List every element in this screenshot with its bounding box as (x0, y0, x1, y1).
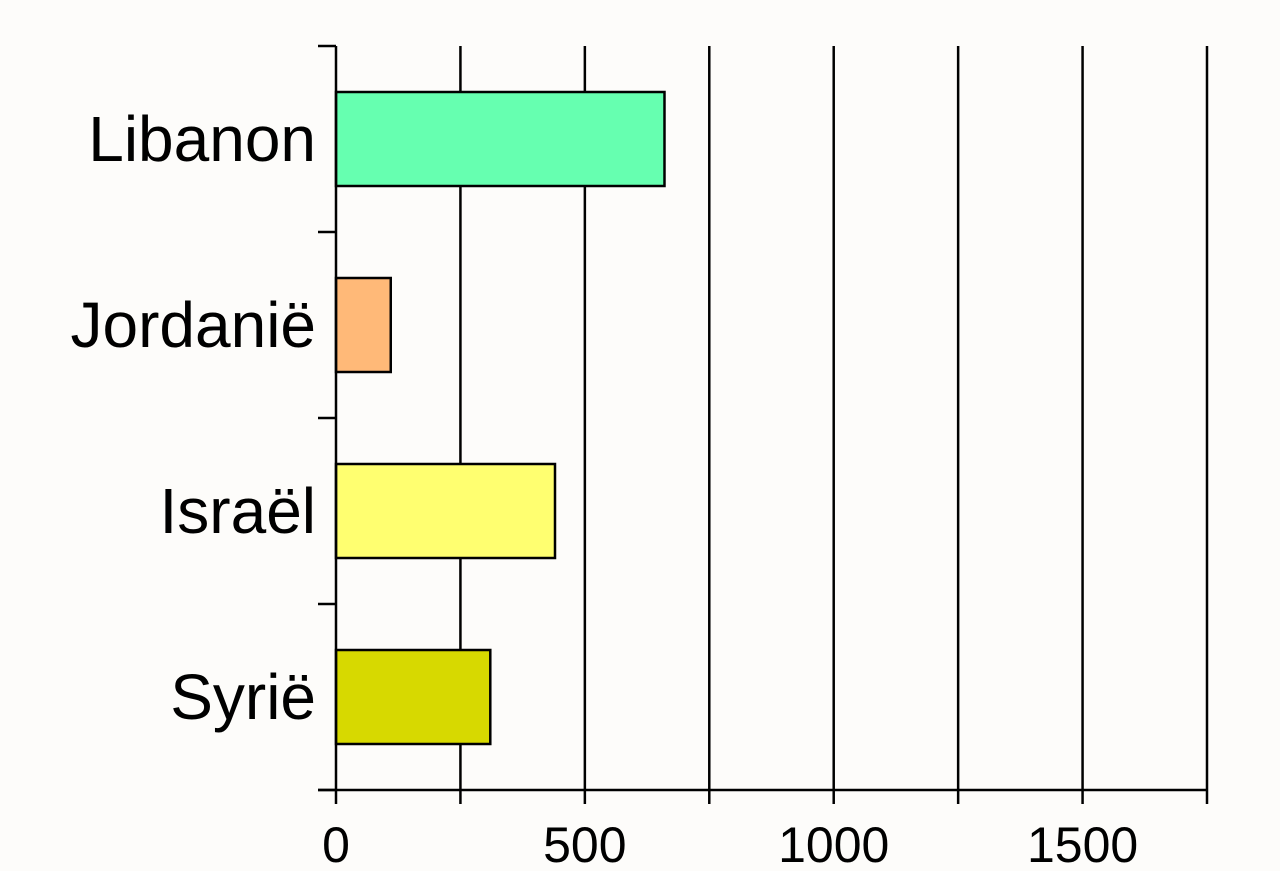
labels: Libanon Jordanië Israël Syrië 0 500 1000 1500 (71, 103, 1139, 871)
x-tick-label: 500 (543, 817, 626, 871)
axes (318, 44, 1209, 804)
category-label: Jordanië (71, 289, 317, 361)
bar (334, 648, 492, 746)
x-tick-label: 0 (322, 817, 350, 871)
category-label: Libanon (88, 103, 316, 175)
x-tick-label: 1500 (1027, 817, 1138, 871)
bar (334, 90, 666, 188)
bar (334, 462, 557, 560)
category-label: Syrië (170, 661, 316, 733)
x-tick-label: 1000 (778, 817, 889, 871)
bars (334, 90, 666, 746)
category-label: Israël (160, 475, 317, 547)
bar (334, 276, 392, 374)
